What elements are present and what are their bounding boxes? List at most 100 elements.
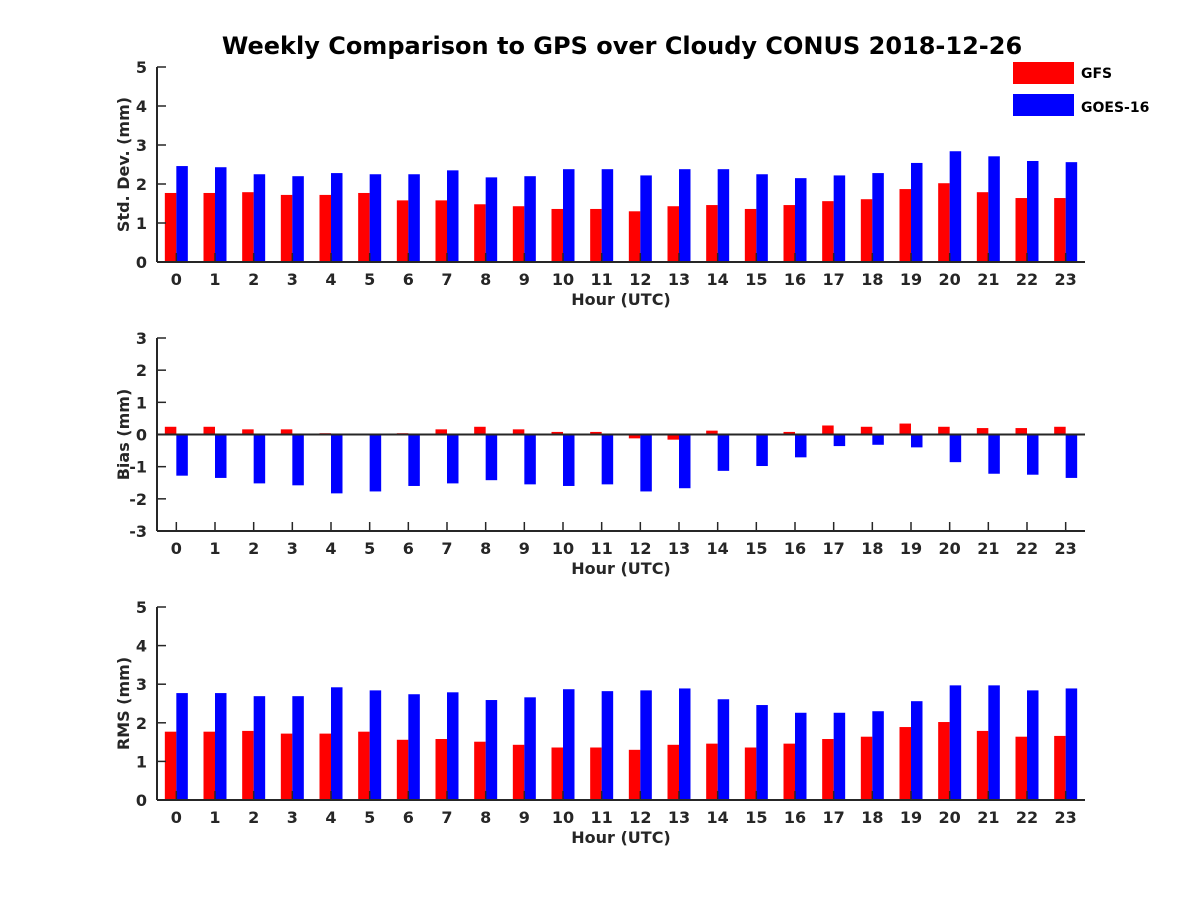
bar-rms-goes16-13: [679, 688, 691, 800]
x-tick-label: 11: [591, 539, 613, 558]
y-tick-label: 4: [136, 637, 147, 656]
x-tick-label: 11: [591, 270, 613, 289]
bar-bias-gfs-17: [822, 425, 834, 435]
x-tick-label: 14: [707, 808, 729, 827]
chart-title: Weekly Comparison to GPS over Cloudy CON…: [222, 32, 1022, 60]
x-axis-label: Hour (UTC): [571, 559, 671, 578]
bar-rms-gfs-16: [783, 743, 795, 800]
bar-rms-goes16-3: [292, 696, 304, 800]
x-tick-label: 14: [707, 539, 729, 558]
bar-std-gfs-21: [976, 192, 989, 262]
bar-std-gfs-0: [164, 192, 177, 262]
bar-rms-gfs-14: [706, 743, 718, 800]
bar-std-gfs-1: [203, 192, 215, 262]
bar-std-goes16-8: [485, 177, 498, 262]
bar-std-gfs-20: [938, 183, 950, 262]
bar-std-goes16-0: [176, 166, 188, 262]
y-tick-label: 0: [136, 253, 147, 272]
bar-rms-gfs-10: [551, 747, 563, 800]
x-tick-label: 18: [861, 270, 883, 289]
bar-bias-goes16-20: [949, 434, 962, 463]
bar-rms-gfs-8: [474, 741, 486, 800]
y-axis-label: Std. Dev. (mm): [114, 97, 133, 232]
y-tick-label: 1: [136, 752, 147, 771]
bar-rms-gfs-5: [358, 731, 370, 800]
bar-std-gfs-8: [474, 204, 486, 262]
x-tick-label: 21: [977, 270, 999, 289]
bar-rms-goes16-16: [795, 712, 807, 800]
y-tick-label: -1: [129, 458, 147, 477]
bar-std-goes16-9: [524, 176, 536, 262]
bar-std-goes16-7: [447, 170, 459, 262]
bar-std-gfs-14: [706, 205, 718, 262]
x-tick-label: 13: [668, 808, 690, 827]
bar-std-goes16-3: [292, 176, 304, 262]
x-tick-label: 18: [861, 539, 883, 558]
x-tick-label: 23: [1055, 808, 1077, 827]
x-tick-label: 9: [519, 270, 530, 289]
bar-rms-goes16-14: [717, 699, 730, 800]
series-std-gfs: [164, 183, 1066, 262]
y-tick-label: 0: [136, 791, 147, 810]
series-rms-gfs: [164, 722, 1066, 800]
bar-bias-gfs-0: [164, 426, 177, 435]
x-tick-label: 6: [403, 539, 414, 558]
bar-std-goes16-20: [949, 151, 962, 262]
x-tick-label: 0: [171, 539, 182, 558]
series-rms-goes16: [176, 685, 1078, 800]
bar-bias-goes16-8: [485, 434, 498, 481]
x-tick-label: 14: [707, 270, 729, 289]
x-tick-label: 19: [900, 270, 922, 289]
bar-rms-goes16-15: [756, 705, 768, 800]
bar-rms-gfs-13: [667, 744, 679, 800]
bar-rms-gfs-19: [899, 727, 911, 800]
bar-std-goes16-2: [253, 174, 266, 262]
x-tick-label: 3: [287, 270, 298, 289]
bar-bias-goes16-0: [176, 434, 188, 476]
y-tick-label: 1: [136, 214, 147, 233]
bar-std-gfs-6: [396, 200, 409, 262]
bar-std-gfs-11: [590, 208, 602, 262]
bar-rms-gfs-0: [164, 731, 177, 800]
bar-rms-goes16-18: [872, 711, 884, 800]
bar-bias-gfs-14: [706, 430, 718, 435]
x-tick-label: 11: [591, 808, 613, 827]
bar-std-gfs-9: [512, 206, 525, 262]
y-tick-label: 4: [136, 97, 147, 116]
x-tick-label: 21: [977, 539, 999, 558]
bar-std-goes16-6: [408, 174, 420, 262]
bar-bias-goes16-7: [447, 434, 459, 484]
bar-rms-goes16-12: [640, 690, 652, 800]
bar-rms-goes16-8: [485, 700, 498, 800]
x-tick-label: 22: [1016, 270, 1038, 289]
bar-bias-gfs-2: [242, 429, 254, 435]
y-tick-label: 3: [136, 329, 147, 348]
bar-rms-goes16-10: [563, 689, 575, 800]
series-std-goes16: [176, 151, 1078, 262]
x-tick-label: 10: [552, 539, 574, 558]
bar-bias-gfs-9: [512, 429, 525, 435]
x-tick-label: 0: [171, 808, 182, 827]
x-tick-label: 5: [364, 539, 375, 558]
bar-rms-goes16-22: [1027, 690, 1039, 800]
bar-bias-goes16-16: [795, 434, 807, 458]
bar-rms-goes16-6: [408, 694, 420, 800]
x-tick-label: 19: [900, 539, 922, 558]
bar-std-gfs-22: [1015, 198, 1027, 262]
bar-std-goes16-11: [601, 169, 614, 262]
bar-bias-gfs-19: [899, 423, 911, 435]
bar-std-goes16-5: [369, 174, 382, 262]
x-tick-label: 12: [629, 270, 651, 289]
bar-std-gfs-19: [899, 189, 911, 262]
bar-rms-gfs-23: [1054, 735, 1066, 800]
x-tick-label: 20: [939, 808, 961, 827]
bar-rms-goes16-5: [369, 690, 382, 800]
x-tick-label: 17: [823, 808, 845, 827]
bar-rms-gfs-15: [744, 747, 757, 800]
legend-swatch-goes16: [1013, 94, 1074, 116]
x-tick-label: 3: [287, 808, 298, 827]
x-tick-label: 1: [209, 270, 220, 289]
